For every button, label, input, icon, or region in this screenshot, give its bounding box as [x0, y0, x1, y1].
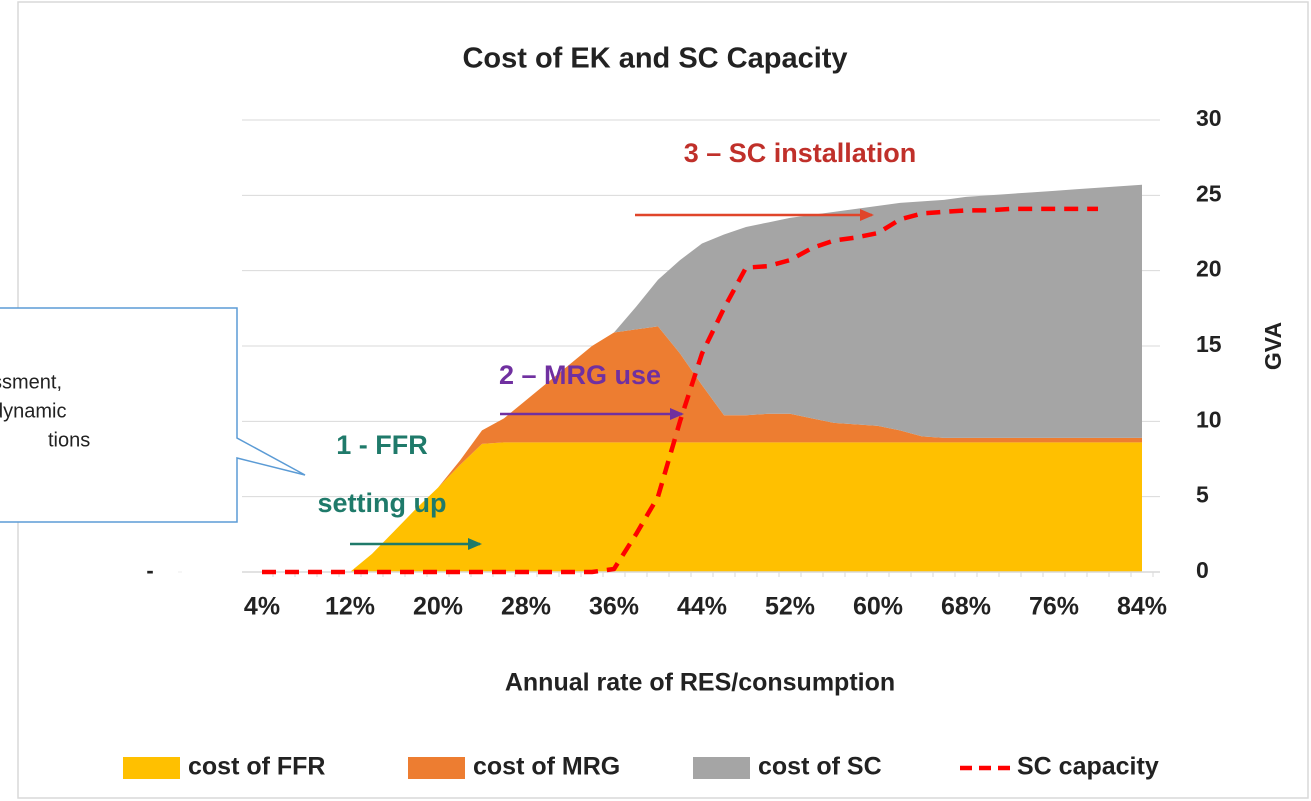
annotation-text: 1 - FFR [336, 430, 428, 460]
legend-label: SC capacity [1017, 753, 1159, 781]
callout-text: tions [48, 429, 90, 451]
x-tick-label: 44% [677, 593, 727, 621]
annotation-text: 2 – MRG use [499, 360, 661, 390]
legend-label: cost of SC [758, 753, 882, 781]
y2-tick-label: 25 [1196, 180, 1222, 206]
y-tick-label: - [146, 558, 153, 583]
y2-tick-label: 0 [1196, 557, 1209, 583]
x-tick-label: 20% [413, 593, 463, 621]
x-tick-label: 52% [765, 593, 815, 621]
annotation-text: setting up [318, 488, 447, 518]
legend-swatch [408, 757, 465, 779]
y2-tick-label: 10 [1196, 406, 1222, 432]
area [262, 184, 1142, 572]
legend-swatch [693, 757, 750, 779]
legend-label: cost of MRG [473, 753, 620, 781]
area-layer [262, 184, 1142, 572]
x-tick-label: 12% [325, 593, 375, 621]
y2-tick-label: 15 [1196, 331, 1222, 357]
x-tick-label: 76% [1029, 593, 1079, 621]
annotation-text: 3 – SC installation [684, 138, 917, 168]
area [262, 442, 1142, 572]
x-axis-label: Annual rate of RES/consumption [505, 669, 895, 697]
y2-tick-label: 20 [1196, 256, 1222, 282]
x-tick-label: 4% [244, 593, 280, 621]
chart-title: Cost of EK and SC Capacity [462, 43, 847, 75]
x-tick-label: 28% [501, 593, 551, 621]
y2-tick-label: 30 [1196, 105, 1222, 131]
line [262, 206, 1098, 575]
callout-text: ssment, [0, 371, 62, 393]
x-tick-label: 60% [853, 593, 903, 621]
x-tick-label: 36% [589, 593, 639, 621]
legend-swatch [123, 757, 180, 779]
x-tick-label: 84% [1117, 593, 1167, 621]
y2-axis-label: GVA [1260, 322, 1286, 370]
y2-tick-label: 5 [1196, 482, 1209, 508]
callout-text: dynamic [0, 400, 66, 422]
callout-box [0, 307, 306, 523]
legend-label: cost of FFR [188, 753, 326, 781]
x-tick-label: 68% [941, 593, 991, 621]
